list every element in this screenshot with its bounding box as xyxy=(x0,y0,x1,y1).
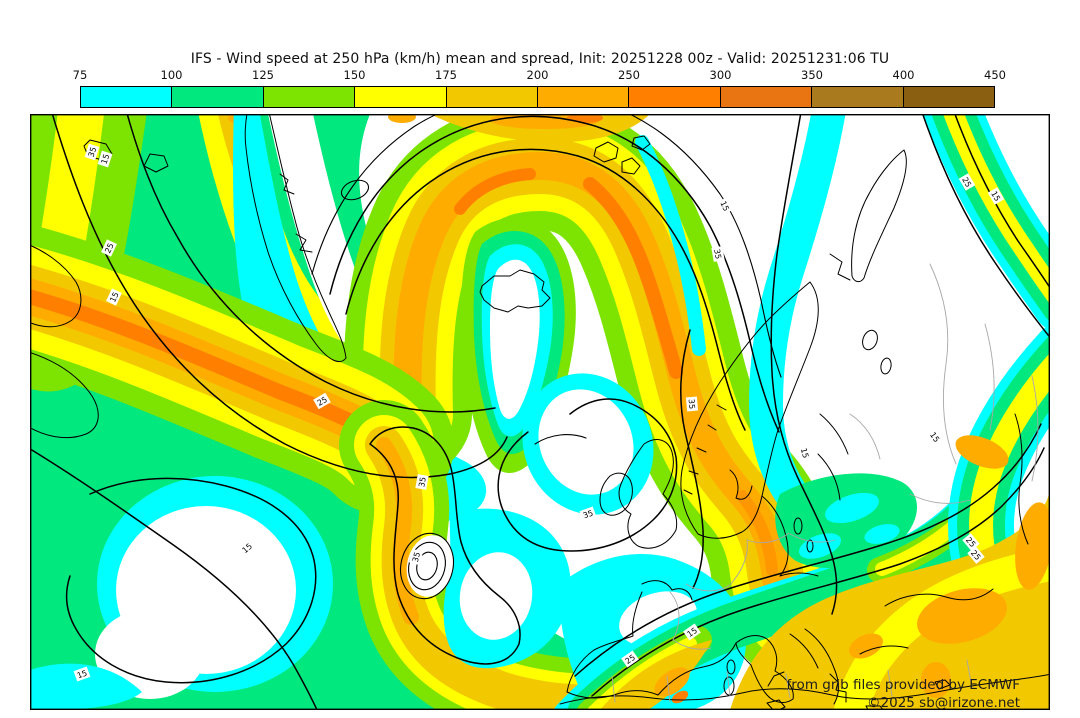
svg-text:25: 25 xyxy=(960,176,973,189)
contour-label-layer: 3515251525153535352515153535151525252515… xyxy=(73,143,1005,682)
page-title: IFS - Wind speed at 250 hPa (km/h) mean … xyxy=(190,51,890,67)
svg-text:25: 25 xyxy=(316,395,329,408)
colorbar-segment xyxy=(538,87,630,107)
contour-label: 15 xyxy=(238,539,256,557)
colorbar-tick-label: 400 xyxy=(892,68,915,82)
contour-label: 35 xyxy=(415,474,429,490)
svg-text:15: 15 xyxy=(108,291,120,304)
svg-text:35: 35 xyxy=(411,551,422,563)
novaya-zemlya-coastline xyxy=(851,149,907,283)
arch-interior-calm-core xyxy=(461,217,654,515)
colorbar-segment xyxy=(263,87,356,107)
colorbar-segment xyxy=(172,87,264,107)
scandinavia-coastline xyxy=(680,281,819,539)
svg-text:15: 15 xyxy=(76,668,89,680)
colorbar-tick-label: 125 xyxy=(252,68,274,82)
colorbar-segment xyxy=(355,87,447,107)
colorbar xyxy=(80,86,995,108)
attribution-source: from grib files provided by ECMWF xyxy=(787,677,1020,693)
contour-label: 25 xyxy=(958,173,976,191)
great-britain-coastline xyxy=(618,439,678,549)
colorbar-segment xyxy=(629,87,721,107)
colorbar-tick-label: 75 xyxy=(72,68,88,82)
black-sea-coastline xyxy=(884,588,994,607)
svg-text:35: 35 xyxy=(712,248,723,260)
colorbar-tick-label: 250 xyxy=(618,68,640,82)
contour-label: 15 xyxy=(717,197,733,215)
contour-label: 25 xyxy=(621,650,639,668)
colorbar-tick-label: 175 xyxy=(435,68,457,82)
colorbar-tick-labels: 75 100 125 150 175 200 250 300 350 400 450 xyxy=(73,68,1006,82)
north-africa-coastline xyxy=(559,673,1050,705)
contour-label: 35 xyxy=(579,506,597,522)
map-area: 35 15 25 15 25 15 35 35 35 25 15 15 35 35 15 15 25 25 25 15… xyxy=(30,114,1050,710)
colorbar-segment xyxy=(903,87,995,107)
colorbar-tick-label: 450 xyxy=(984,68,1006,82)
contour-label: 25 xyxy=(967,546,985,564)
svalbard-coastline xyxy=(593,141,619,163)
colorbar-tick-label: 100 xyxy=(160,68,183,82)
colorbar-segment xyxy=(720,87,813,107)
svg-text:25: 25 xyxy=(103,242,115,255)
contour-label: 35 xyxy=(711,246,725,262)
contour-label: 35 xyxy=(408,548,424,566)
denmark-coastline xyxy=(729,469,753,500)
contour-label: 15 xyxy=(97,150,113,168)
svg-text:15: 15 xyxy=(718,200,730,213)
contour-label: 25 xyxy=(313,392,331,410)
svg-text:15: 15 xyxy=(989,190,1002,203)
svg-text:35: 35 xyxy=(87,146,99,158)
svg-text:15: 15 xyxy=(799,447,810,459)
contour-label: 15 xyxy=(106,288,122,306)
contour-label: 15 xyxy=(797,444,813,462)
svg-text:35: 35 xyxy=(687,399,697,410)
contour-label: 35 xyxy=(685,396,699,412)
contour-label: 15 xyxy=(683,623,701,641)
labrador-coastline xyxy=(30,244,82,328)
italy-coastline xyxy=(735,635,794,703)
contour-label: 15 xyxy=(987,187,1005,205)
country-borders xyxy=(611,263,1039,703)
colorbar-tick-label: 350 xyxy=(801,68,823,82)
coastlines xyxy=(30,114,1050,710)
contour-label: 25 xyxy=(101,239,117,257)
attribution-copyright: ©2025 sb@irizone.net xyxy=(867,695,1020,710)
ireland-coastline xyxy=(599,472,633,516)
svg-text:15: 15 xyxy=(100,153,112,165)
colorbar-segment xyxy=(446,87,539,107)
colorbar-tick-label: 150 xyxy=(343,68,366,82)
attribution: from grib files provided by ECMWF ©2025 … xyxy=(787,677,1020,710)
svg-text:35: 35 xyxy=(417,476,428,488)
spread-contour-lines xyxy=(30,114,1050,710)
contour-label: 15 xyxy=(926,428,944,446)
map-frame xyxy=(30,114,1050,710)
atlantic-jet-band xyxy=(30,225,685,710)
wind-speed-map: 3515251525153535352515153535151525252515… xyxy=(30,114,1050,710)
colorbar-segment xyxy=(81,87,173,107)
colorbar-tick-label: 300 xyxy=(709,68,732,82)
colorbar-segment xyxy=(812,87,904,107)
colorbar-tick-label: 200 xyxy=(526,68,549,82)
contour-label: 35 xyxy=(84,143,100,161)
biscay-iberia-coastline xyxy=(566,591,643,693)
iceland-coastline xyxy=(479,269,551,313)
greenland-coastline xyxy=(244,114,347,362)
contour-label: 15 xyxy=(73,666,91,682)
svg-text:35: 35 xyxy=(582,508,595,520)
wind-speed-fill-layer xyxy=(30,114,1050,710)
